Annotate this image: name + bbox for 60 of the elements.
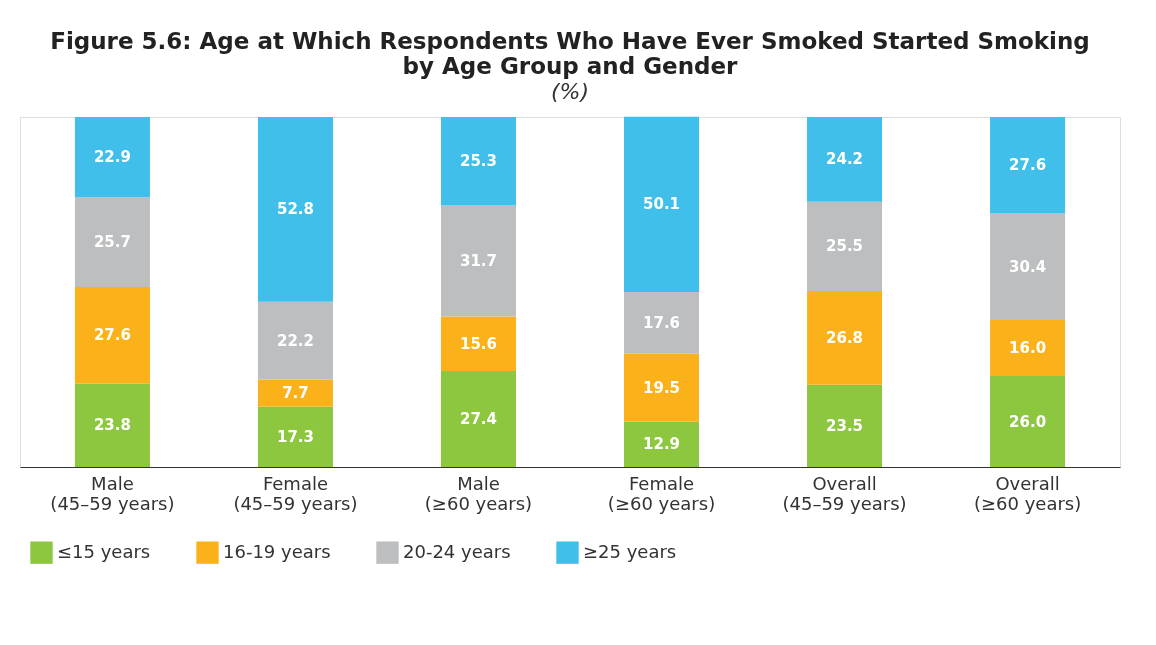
bar <box>257 406 333 467</box>
x-tick-label: Overall (45–59 years) <box>782 472 907 514</box>
data-label: 50.1 <box>643 195 681 214</box>
bar <box>257 301 333 380</box>
bar <box>74 117 150 198</box>
x-tick-label: Male (45–59 years) <box>50 472 175 514</box>
legend-label: ≥25 years <box>583 540 677 562</box>
data-label: 17.3 <box>276 427 314 446</box>
bar <box>74 197 150 288</box>
bar <box>440 371 516 467</box>
data-label: 31.7 <box>459 252 497 271</box>
bar <box>807 384 883 467</box>
x-tick-label: Female (45–59 years) <box>233 472 358 514</box>
chart-subtitle: (%) <box>550 78 590 104</box>
data-label: 17.6 <box>643 313 681 332</box>
bar <box>624 116 700 292</box>
bar <box>440 316 516 372</box>
data-label: 27.6 <box>93 326 131 345</box>
data-label: 23.5 <box>826 416 864 435</box>
bar <box>440 117 516 206</box>
data-label: 27.6 <box>1009 156 1047 175</box>
data-label: 26.0 <box>1009 412 1047 431</box>
bar <box>624 421 700 467</box>
data-label: 26.8 <box>826 328 864 347</box>
chart-title: Figure 5.6: Age at Which Respondents Who Have Ever Smoked Started Smoking by Age Group and Gender <box>50 27 1090 79</box>
data-label: 30.4 <box>1009 257 1047 276</box>
data-label: 22.2 <box>276 331 314 350</box>
bar <box>74 287 150 384</box>
data-label: 24.2 <box>826 150 864 169</box>
legend-label: 20-24 years <box>403 540 511 562</box>
bar <box>807 201 883 291</box>
bar <box>74 383 150 467</box>
bar <box>807 290 883 385</box>
bar <box>990 320 1066 376</box>
data-label: 25.3 <box>459 152 497 171</box>
data-label: 7.7 <box>282 383 309 402</box>
data-label: 15.6 <box>459 334 497 353</box>
data-label: 27.4 <box>459 410 497 429</box>
x-tick-label: Male (≥60 years) <box>424 472 533 514</box>
data-label: 25.7 <box>93 233 131 252</box>
legend-label: 16-19 years <box>223 540 331 562</box>
bar <box>990 376 1066 467</box>
bar <box>990 213 1066 320</box>
x-tick-label: Female (≥60 years) <box>607 472 716 514</box>
legend-label: ≤15 years <box>57 540 151 562</box>
data-label: 22.9 <box>93 148 131 167</box>
data-label: 12.9 <box>643 435 681 454</box>
bar <box>257 117 333 302</box>
data-label: 19.5 <box>643 378 681 397</box>
x-tick-label: Overall (≥60 years) <box>973 472 1082 514</box>
bar <box>624 292 700 354</box>
data-label: 25.5 <box>826 237 864 256</box>
data-label: 16.0 <box>1009 339 1047 357</box>
bar <box>807 117 883 202</box>
bar <box>624 353 700 422</box>
data-label: 23.8 <box>93 416 131 435</box>
bar <box>257 379 333 407</box>
data-label: 52.8 <box>276 200 314 219</box>
bar <box>990 117 1066 214</box>
bar <box>440 205 516 317</box>
